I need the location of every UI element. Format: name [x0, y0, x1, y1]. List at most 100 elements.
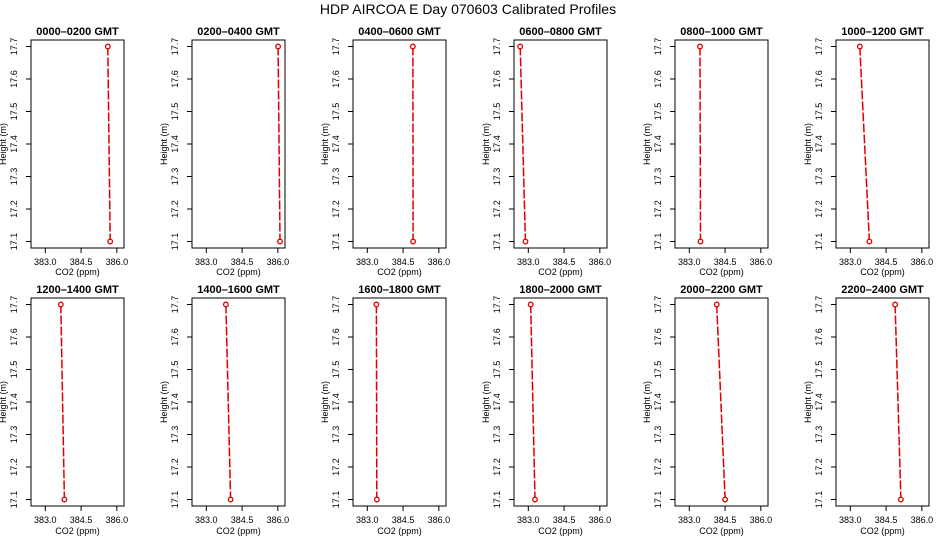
- x-tick-label: 386.0: [106, 515, 129, 525]
- plot-frame: [674, 297, 769, 507]
- x-tick-label: 386.0: [750, 257, 773, 267]
- y-tick-label: 17.7: [653, 296, 663, 314]
- profile-point: [57, 301, 64, 308]
- y-tick-label: 17.3: [653, 426, 663, 444]
- y-tick-label: 17.2: [331, 200, 341, 218]
- x-tick-label: 386.0: [428, 257, 451, 267]
- plot-frame: [191, 297, 286, 507]
- profile-point: [897, 496, 904, 503]
- x-axis-label: CO2 (ppm): [860, 267, 905, 277]
- x-tick-label: 384.5: [714, 257, 737, 267]
- x-tick-label: 386.0: [267, 515, 290, 525]
- profile-line: [715, 304, 726, 500]
- panel-title: 1200–1400 GMT: [36, 284, 119, 296]
- profile-line: [894, 304, 902, 500]
- panel-title: 0000–0200 GMT: [36, 26, 119, 38]
- profile-point: [866, 238, 873, 245]
- x-axis-label: CO2 (ppm): [860, 526, 905, 536]
- y-tick-label: 17.4: [492, 393, 502, 411]
- y-axis-label: Height (m): [642, 381, 652, 423]
- x-tick-label: 384.5: [392, 257, 415, 267]
- panel-title: 1000–1200 GMT: [841, 26, 924, 38]
- x-tick-label: 383.0: [517, 257, 540, 267]
- x-tick-label: 384.5: [553, 257, 576, 267]
- plot-frame: [352, 297, 447, 507]
- y-tick-label: 17.4: [331, 135, 341, 153]
- x-tick-label: 386.0: [106, 257, 129, 267]
- x-tick-label: 383.0: [356, 515, 379, 525]
- x-tick-label: 384.5: [714, 515, 737, 525]
- y-tick-label: 17.1: [814, 491, 824, 509]
- y-axis-label: Height (m): [481, 381, 491, 423]
- y-tick-label: 17.3: [170, 168, 180, 186]
- profile-point: [107, 238, 114, 245]
- y-tick-label: 17.3: [653, 168, 663, 186]
- profile-point: [713, 301, 720, 308]
- y-tick-label: 17.5: [170, 361, 180, 379]
- y-tick-label: 17.4: [170, 135, 180, 153]
- y-tick-label: 17.7: [653, 38, 663, 56]
- y-tick-label: 17.4: [170, 393, 180, 411]
- profile-line: [107, 46, 111, 242]
- plot-frame: [513, 297, 608, 507]
- x-tick-label: 386.0: [267, 257, 290, 267]
- x-axis-label: CO2 (ppm): [55, 267, 100, 277]
- y-tick-label: 17.7: [492, 38, 502, 56]
- y-tick-label: 17.6: [170, 70, 180, 88]
- y-tick-label: 17.1: [9, 233, 19, 251]
- profile-point: [227, 496, 234, 503]
- y-tick-label: 17.1: [331, 491, 341, 509]
- y-tick-label: 17.7: [331, 296, 341, 314]
- figure-title: HDP AIRCOA E Day 070603 Calibrated Profi…: [319, 1, 617, 17]
- y-tick-label: 17.5: [814, 361, 824, 379]
- profile-point: [275, 43, 282, 50]
- y-tick-label: 17.2: [170, 458, 180, 476]
- y-tick-label: 17.5: [814, 103, 824, 121]
- y-tick-label: 17.5: [331, 361, 341, 379]
- profile-point: [697, 43, 703, 50]
- y-tick-label: 17.1: [814, 233, 824, 251]
- profile-point: [522, 238, 529, 245]
- panel-title: 1400–1600 GMT: [197, 284, 280, 296]
- y-tick-label: 17.6: [170, 328, 180, 346]
- y-tick-label: 17.5: [9, 361, 19, 379]
- x-tick-label: 383.0: [678, 257, 701, 267]
- y-tick-label: 17.1: [653, 491, 663, 509]
- y-tick-label: 17.3: [331, 426, 341, 444]
- profile-point: [892, 301, 899, 308]
- y-axis-label: Height (m): [481, 123, 491, 165]
- y-tick-label: 17.2: [331, 458, 341, 476]
- y-tick-label: 17.7: [814, 38, 824, 56]
- profile-point: [410, 238, 417, 245]
- plot-frame: [191, 39, 286, 249]
- y-axis-label: Height (m): [320, 123, 330, 165]
- plot-frame: [835, 39, 930, 249]
- x-tick-label: 383.0: [195, 257, 218, 267]
- x-tick-label: 383.0: [195, 515, 218, 525]
- panel-title: 1600–1800 GMT: [358, 284, 441, 296]
- y-tick-label: 17.1: [653, 233, 663, 251]
- y-tick-label: 17.4: [9, 393, 19, 411]
- profile-line: [519, 46, 527, 242]
- y-axis-label: Height (m): [159, 381, 169, 423]
- x-tick-label: 384.5: [553, 515, 576, 525]
- profile-point: [104, 43, 111, 50]
- y-tick-label: 17.3: [170, 426, 180, 444]
- plot-frame: [835, 297, 930, 507]
- y-tick-label: 17.4: [653, 135, 663, 153]
- x-tick-label: 386.0: [589, 515, 612, 525]
- y-tick-label: 17.4: [814, 135, 824, 153]
- panel-title: 0800–1000 GMT: [680, 26, 763, 38]
- x-tick-label: 383.0: [839, 515, 862, 525]
- y-axis-label: Height (m): [0, 123, 8, 165]
- y-tick-label: 17.2: [492, 200, 502, 218]
- y-tick-label: 17.7: [492, 296, 502, 314]
- y-tick-label: 17.5: [9, 103, 19, 121]
- panel-title: 2200–2400 GMT: [841, 284, 924, 296]
- y-tick-label: 17.3: [9, 426, 19, 444]
- y-tick-label: 17.6: [814, 328, 824, 346]
- x-axis-label: CO2 (ppm): [699, 526, 744, 536]
- x-tick-label: 384.5: [231, 515, 254, 525]
- y-tick-label: 17.2: [492, 458, 502, 476]
